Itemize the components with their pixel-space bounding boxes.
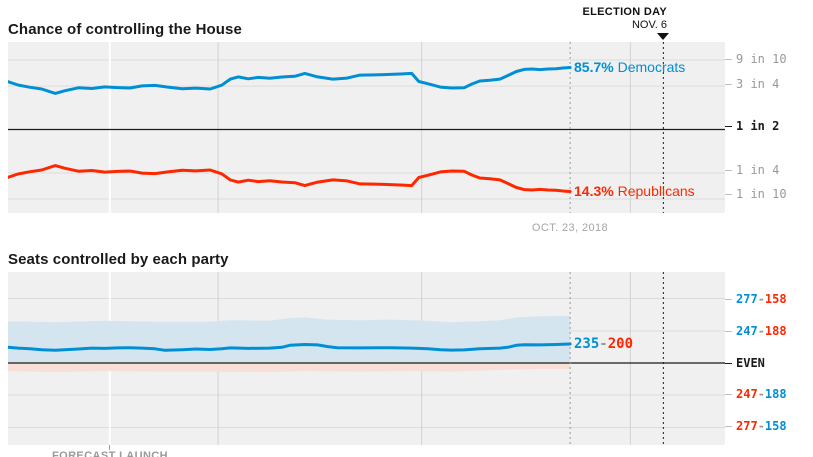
seats-separator: - — [757, 387, 765, 401]
seats-separator: - — [757, 324, 765, 338]
y-axis-label-1-in-4: 1 in 4 — [725, 163, 810, 177]
election-day-marker-icon — [657, 33, 669, 40]
y-axis-label-9-in-10: 9 in 10 — [725, 52, 810, 66]
seats-chart-title: Seats controlled by each party — [8, 251, 229, 268]
chance-chart-plot — [8, 42, 725, 213]
chance-chart-title: Chance of controlling the House — [8, 21, 242, 38]
seats-separator: - — [757, 292, 765, 306]
rep-seats-value: 158 — [764, 292, 787, 306]
dem-seats-median: 235 — [574, 336, 600, 352]
y-axis-label-1-in-10: 1 in 10 — [725, 187, 810, 201]
rep-seats-value: 277 — [736, 419, 758, 433]
dem-seats-value: 247 — [736, 324, 758, 338]
rep-seats-value: 247 — [736, 387, 758, 401]
republicans-chance-value: 14.3% — [574, 183, 614, 199]
republicans-line-label: 14.3% Republicans — [574, 183, 695, 199]
seats-axis-label-rep-247: 247-188 — [725, 387, 810, 401]
dem-seats-value: 158 — [764, 419, 787, 433]
election-day-annotation: ELECTION DAY NOV. 6 — [480, 6, 667, 32]
forecast-launch-tick — [109, 445, 110, 450]
democrats-chance-value: 85.7% — [574, 59, 614, 75]
seats-chart-plot — [8, 272, 725, 445]
seats-line-label: 235-200 — [574, 336, 633, 352]
seats-axis-label-dem-247: 247-188 — [725, 324, 810, 338]
election-day-date: NOV. 6 — [631, 19, 667, 31]
seats-axis-label-dem-277: 277-158 — [725, 292, 810, 306]
seats-separator: - — [599, 336, 608, 352]
dem-seats-value: 188 — [764, 387, 787, 401]
current-date-label: OCT. 23, 2018 — [531, 222, 609, 234]
dem-seats-value: 277 — [736, 292, 758, 306]
election-day-label: ELECTION DAY — [582, 6, 667, 18]
y-axis-label-3-in-4: 3 in 4 — [725, 77, 810, 91]
seats-separator: - — [757, 419, 765, 433]
republicans-name: Republicans — [617, 183, 695, 199]
forecast-launch-label: FORECAST LAUNCH — [52, 450, 168, 457]
seats-axis-label-rep-277: 277-158 — [725, 419, 810, 433]
rep-seats-value: 188 — [764, 324, 787, 338]
democrats-name: Democrats — [617, 59, 686, 75]
democrats-line-label: 85.7% Democrats — [574, 59, 685, 75]
rep-seats-median: 200 — [607, 336, 634, 352]
seats-axis-label-even: EVEN — [725, 356, 810, 370]
y-axis-label-1-in-2: 1 in 2 — [725, 119, 810, 133]
